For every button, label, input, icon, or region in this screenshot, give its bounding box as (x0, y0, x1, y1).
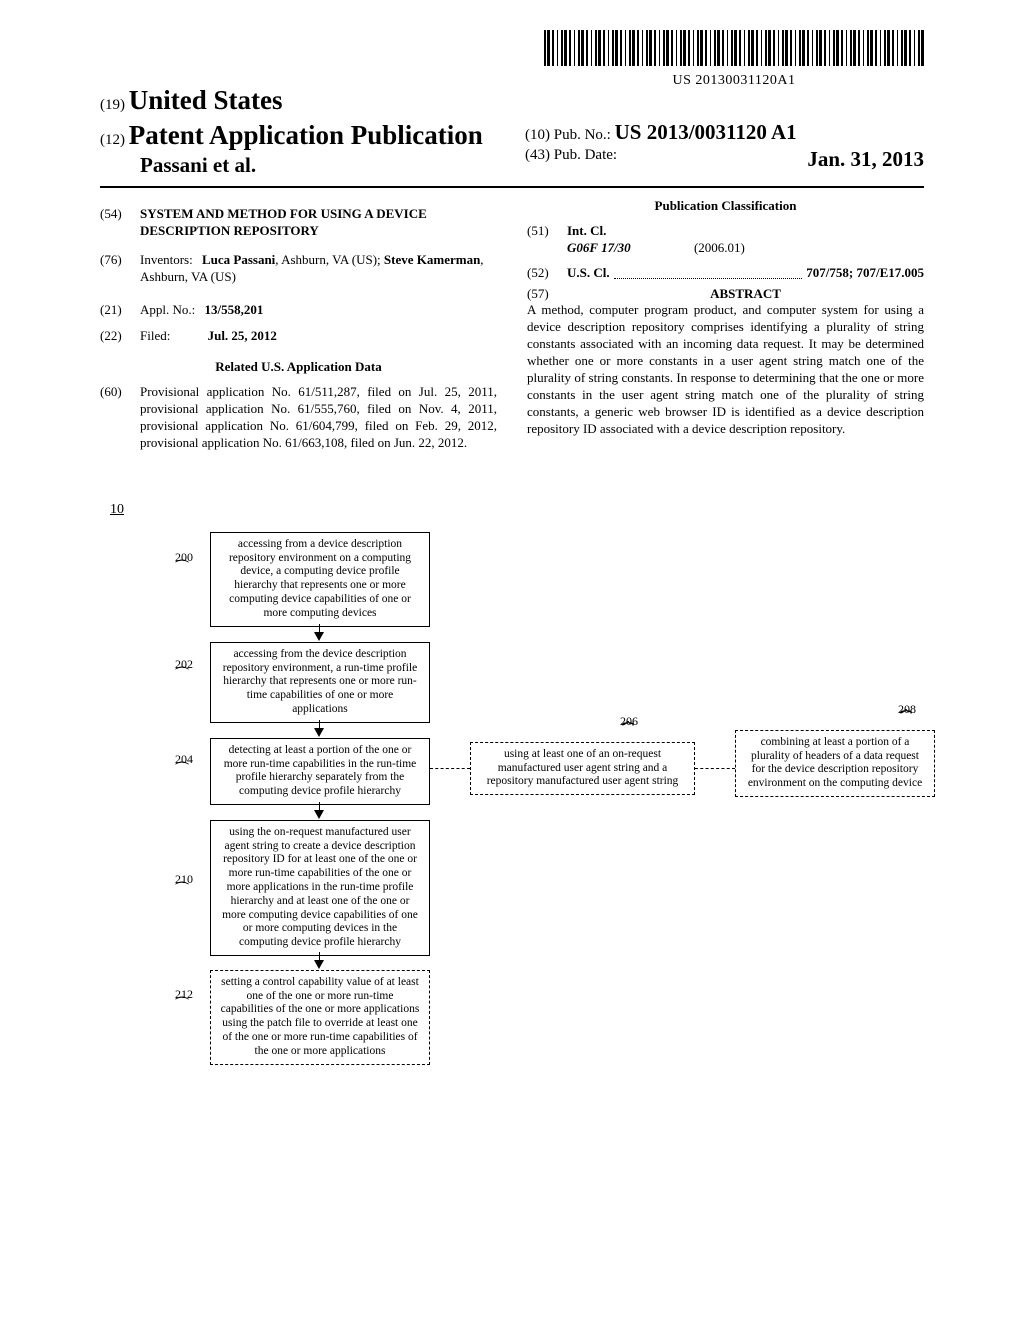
pub-type: Patent Application Publication (129, 120, 483, 150)
pubdate: Jan. 31, 2013 (807, 147, 924, 172)
applno-label: Appl. No.: (140, 302, 195, 317)
code-54: (54) (100, 206, 140, 240)
code-60: (60) (100, 384, 140, 452)
figure-area: 10 200⏜ accessing from a device descript… (100, 502, 924, 1212)
inventors-rest: , Ashburn, VA (US); (275, 252, 384, 267)
connector (430, 768, 470, 769)
pub-class-header: Publication Classification (527, 198, 924, 215)
flow-box-200: accessing from a device description repo… (210, 532, 430, 627)
flowchart: 200⏜ accessing from a device description… (100, 532, 924, 1212)
code-51: (51) (527, 223, 567, 240)
code-43: (43) (525, 147, 550, 163)
arrow-icon (314, 810, 324, 819)
intcl-code: G06F 17/30 (567, 240, 631, 255)
ref-202: 202⏜ (175, 657, 193, 684)
related-app-header: Related U.S. Application Data (100, 359, 497, 376)
flow-box-208: combining at least a portion of a plural… (735, 730, 935, 797)
right-column: Publication Classification (51) Int. Cl.… (527, 198, 924, 452)
header-divider (100, 186, 924, 188)
pubno: US 2013/0031120 A1 (615, 120, 797, 144)
code-10: (10) (525, 127, 550, 143)
arrow-icon (314, 632, 324, 641)
uscl-dots (614, 265, 803, 279)
flow-box-210: using the on-request manufactured user a… (210, 820, 430, 956)
provisional-text: Provisional application No. 61/511,287, … (140, 384, 497, 452)
inventors-label: Inventors: (140, 252, 193, 267)
pubdate-label: Pub. Date: (554, 147, 617, 163)
ref-212: 212⏜ (175, 987, 193, 1014)
code-22: (22) (100, 328, 140, 345)
barcode-text: US 20130031120A1 (544, 73, 924, 89)
applno: 13/558,201 (205, 302, 264, 317)
uscl-label: U.S. Cl. (567, 265, 610, 282)
inventors: Luca Passani (202, 252, 275, 267)
intcl-date: (2006.01) (694, 240, 745, 255)
abstract-text: A method, computer program product, and … (527, 302, 924, 437)
pubno-label: Pub. No.: (554, 127, 611, 143)
intcl-label: Int. Cl. (567, 223, 606, 238)
connector (695, 768, 735, 769)
code-12: (12) (100, 132, 125, 148)
code-19: (19) (100, 97, 125, 113)
filed-date: Jul. 25, 2012 (208, 328, 277, 343)
flow-box-206: using at least one of an on-request manu… (470, 742, 695, 795)
header-right: (10) Pub. No.: US 2013/0031120 A1 (43) P… (525, 120, 924, 172)
abstract-header: ABSTRACT (567, 286, 924, 303)
arrow-icon (314, 728, 324, 737)
barcode-block: US 20130031120A1 (544, 30, 924, 89)
uscl-codes: 707/758; 707/E17.005 (806, 265, 924, 282)
barcode-graphic (544, 30, 924, 66)
code-21: (21) (100, 302, 140, 319)
biblio-columns: (54) SYSTEM AND METHOD FOR USING A DEVIC… (100, 198, 924, 452)
code-52: (52) (527, 265, 567, 282)
code-76: (76) (100, 252, 140, 286)
flow-box-202: accessing from the device description re… (210, 642, 430, 723)
country-name: United States (129, 85, 283, 115)
filed-label: Filed: (140, 328, 170, 343)
code-57: (57) (527, 286, 567, 303)
figure-label: 10 (110, 502, 924, 518)
ref-200: 200⏜ (175, 550, 193, 577)
ref-210: 210⏜ (175, 872, 193, 899)
invention-title: SYSTEM AND METHOD FOR USING A DEVICE DES… (140, 206, 497, 240)
ref-204: 204⏜ (175, 752, 193, 779)
flow-box-212: setting a control capability value of at… (210, 970, 430, 1065)
flow-box-204: detecting at least a portion of the one … (210, 738, 430, 805)
inventor2: Steve Kamerman (384, 252, 480, 267)
arrow-icon (314, 960, 324, 969)
left-column: (54) SYSTEM AND METHOD FOR USING A DEVIC… (100, 198, 497, 452)
